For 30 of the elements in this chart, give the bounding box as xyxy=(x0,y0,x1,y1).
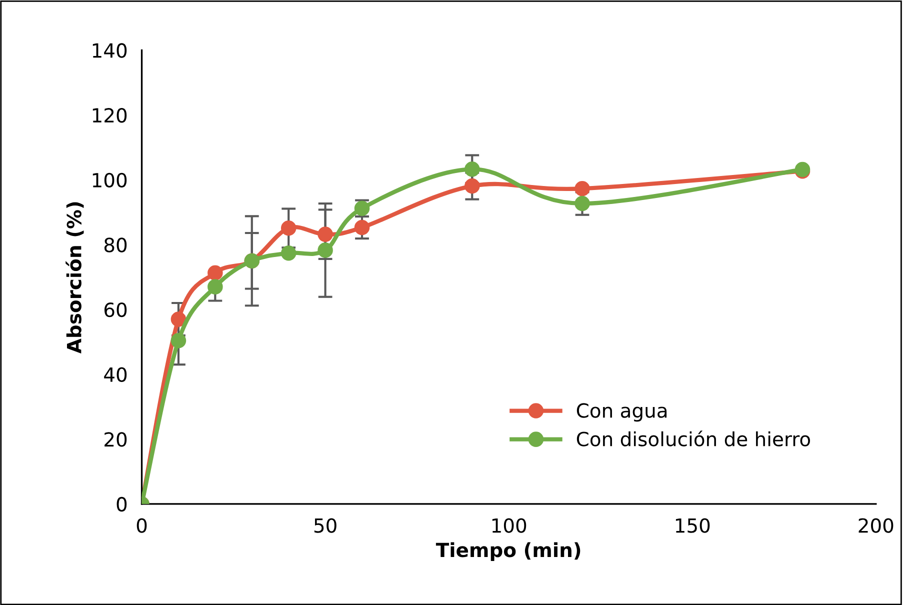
y-tick-label: 100 xyxy=(92,172,127,188)
x-tick-label: 100 xyxy=(492,518,526,533)
point xyxy=(170,332,186,348)
x-tick-label: 50 xyxy=(314,518,336,533)
point xyxy=(280,245,296,261)
y-axis-title: Absorción (%) xyxy=(66,202,84,354)
x-axis-title: Tiempo (min) xyxy=(436,542,580,562)
point xyxy=(318,242,333,258)
y-tick-label: 120 xyxy=(92,108,127,123)
legend-label: Con disolución de hierro xyxy=(576,430,810,446)
point xyxy=(208,265,223,281)
y-tick-label: 40 xyxy=(104,367,127,382)
x-tick-label: 150 xyxy=(676,518,710,533)
point xyxy=(280,220,296,236)
point xyxy=(464,162,480,177)
y-tick-label: 140 xyxy=(92,43,127,58)
point xyxy=(574,196,590,212)
y-tick-label: 0 xyxy=(116,496,127,512)
point xyxy=(318,226,333,242)
x-tick-label: 200 xyxy=(858,518,894,533)
legend-label: Con agua xyxy=(576,403,667,422)
y-tick-label: 60 xyxy=(104,302,127,318)
y-tick-label: 20 xyxy=(104,432,127,447)
y-tick-label: 80 xyxy=(104,238,127,252)
x-tick-label: 0 xyxy=(136,518,147,533)
point xyxy=(464,178,480,194)
point xyxy=(354,220,370,236)
point xyxy=(574,180,590,196)
point xyxy=(208,279,223,294)
point xyxy=(170,312,186,327)
